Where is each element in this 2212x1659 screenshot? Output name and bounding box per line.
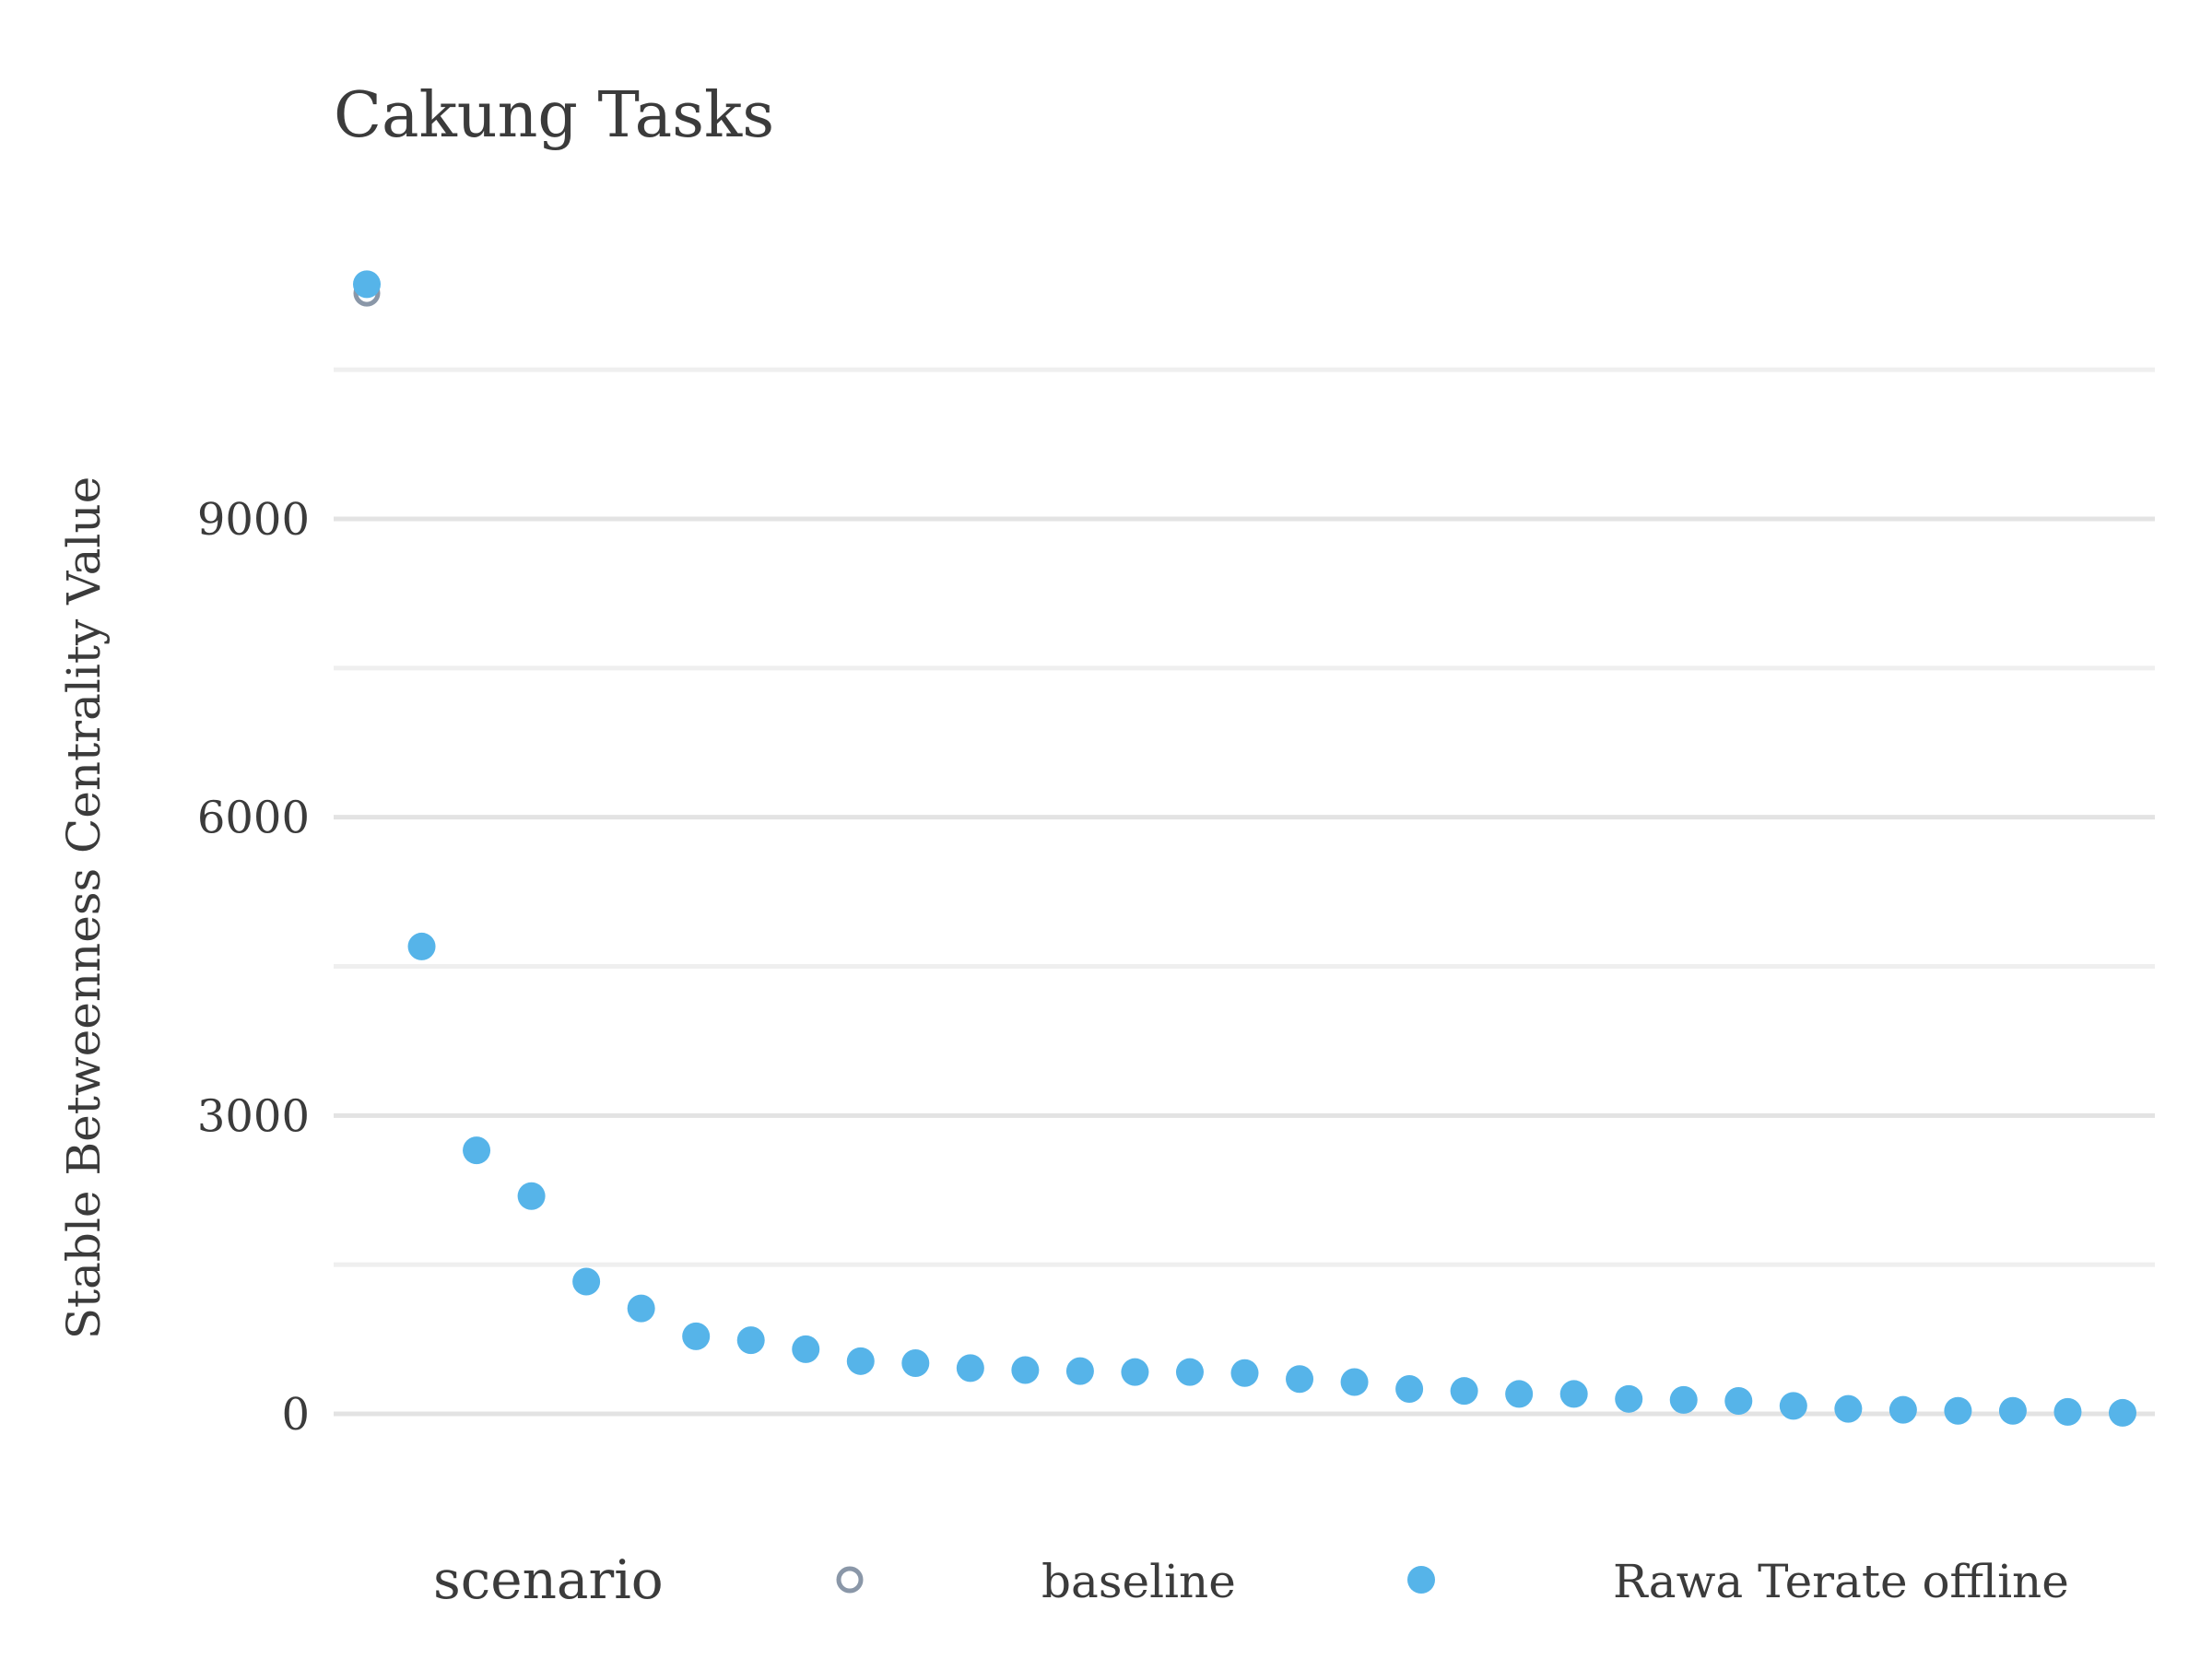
series-rawa-terate-offline	[353, 270, 2136, 1427]
point-rawa-terate-offline	[1395, 1375, 1424, 1404]
point-rawa-terate-offline	[1779, 1392, 1807, 1420]
y-axis-label: Stable Betweenness Centrality Value	[57, 477, 111, 1339]
legend-marker-rawa-terate-offline	[1407, 1566, 1435, 1594]
gridlines	[334, 367, 2155, 1417]
legend-label-rawa-terate-offline: Rawa Terate offline	[1613, 1555, 2069, 1608]
point-rawa-terate-offline	[1669, 1385, 1698, 1414]
point-rawa-terate-offline	[682, 1322, 711, 1350]
point-rawa-terate-offline	[736, 1326, 765, 1355]
point-rawa-terate-offline	[1121, 1358, 1149, 1386]
y-tick-label: 3000	[197, 1090, 310, 1142]
point-rawa-terate-offline	[792, 1335, 820, 1363]
point-rawa-terate-offline	[1065, 1357, 1094, 1385]
y-tick-label: 6000	[197, 793, 310, 844]
point-rawa-terate-offline	[956, 1354, 984, 1382]
point-rawa-terate-offline	[517, 1182, 546, 1210]
point-rawa-terate-offline	[1286, 1365, 1314, 1394]
point-rawa-terate-offline	[407, 932, 436, 960]
point-rawa-terate-offline	[1724, 1386, 1753, 1415]
point-rawa-terate-offline	[627, 1294, 655, 1323]
legend-label-baseline: baseline	[1041, 1555, 1236, 1608]
point-rawa-terate-offline	[1505, 1380, 1534, 1408]
point-rawa-terate-offline	[572, 1267, 601, 1296]
point-rawa-terate-offline	[2053, 1397, 2082, 1426]
legend: scenario baseline Rawa Terate offline	[433, 1548, 2069, 1611]
point-rawa-terate-offline	[1011, 1356, 1040, 1384]
point-rawa-terate-offline	[1944, 1396, 1972, 1425]
point-rawa-terate-offline	[1888, 1395, 1917, 1424]
point-rawa-terate-offline	[1340, 1368, 1369, 1396]
point-rawa-terate-offline	[846, 1347, 875, 1375]
point-rawa-terate-offline	[1230, 1359, 1259, 1387]
point-rawa-terate-offline	[2109, 1398, 2136, 1427]
legend-title: scenario	[433, 1548, 664, 1611]
point-rawa-terate-offline	[1450, 1377, 1478, 1406]
chart-title: Cakung Tasks	[334, 79, 774, 152]
point-rawa-terate-offline	[1998, 1396, 2027, 1425]
point-rawa-terate-offline	[901, 1348, 930, 1377]
y-tick-label: 0	[281, 1389, 310, 1441]
point-rawa-terate-offline	[1559, 1380, 1588, 1408]
plot-points	[353, 270, 2136, 1427]
point-rawa-terate-offline	[1175, 1358, 1204, 1386]
y-axis-ticks: 0 3000 6000 9000	[197, 494, 310, 1441]
point-rawa-terate-offline	[353, 270, 381, 299]
point-rawa-terate-offline	[1615, 1384, 1643, 1413]
point-rawa-terate-offline	[1834, 1394, 1863, 1423]
y-tick-label: 9000	[197, 494, 310, 546]
point-rawa-terate-offline	[463, 1136, 491, 1165]
legend-marker-baseline	[836, 1566, 864, 1594]
series-baseline	[353, 279, 2136, 1427]
